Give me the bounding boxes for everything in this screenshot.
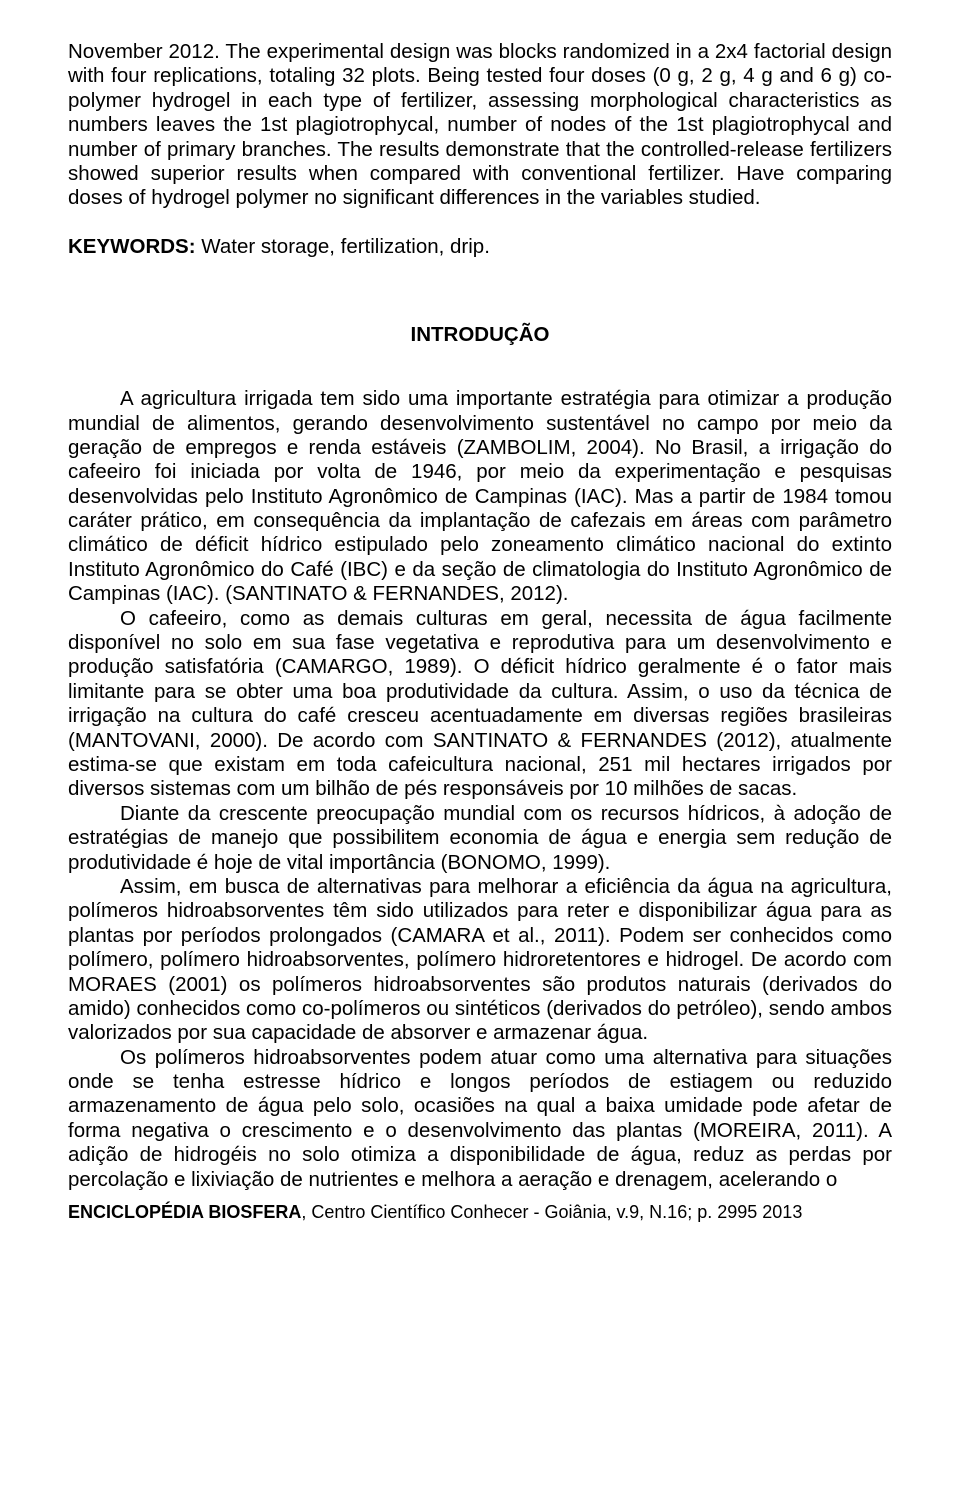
keywords-line: KEYWORDS: Water storage, fertilization, … <box>68 235 892 259</box>
footer-journal: ENCICLOPÉDIA BIOSFERA <box>68 1202 301 1222</box>
footer-year: 2013 <box>757 1202 802 1222</box>
footer-page: 2995 <box>717 1202 757 1222</box>
body-p3: Diante da crescente preocupação mundial … <box>68 802 892 875</box>
body-p5: Os polímeros hidroabsorventes podem atua… <box>68 1046 892 1192</box>
body-p2: O cafeeiro, como as demais culturas em g… <box>68 607 892 802</box>
section-title: INTRODUÇÃO <box>68 323 892 347</box>
footer-citation: ENCICLOPÉDIA BIOSFERA, Centro Científico… <box>68 1202 892 1223</box>
body-p1: A agricultura irrigada tem sido uma impo… <box>68 387 892 607</box>
body-p4: Assim, em busca de alternativas para mel… <box>68 875 892 1046</box>
keywords-text: Water storage, fertilization, drip. <box>196 235 490 258</box>
abstract-paragraph: November 2012. The experimental design w… <box>68 40 892 211</box>
keywords-label: KEYWORDS: <box>68 235 196 258</box>
footer-rest: , Centro Científico Conhecer - Goiânia, … <box>301 1202 717 1222</box>
